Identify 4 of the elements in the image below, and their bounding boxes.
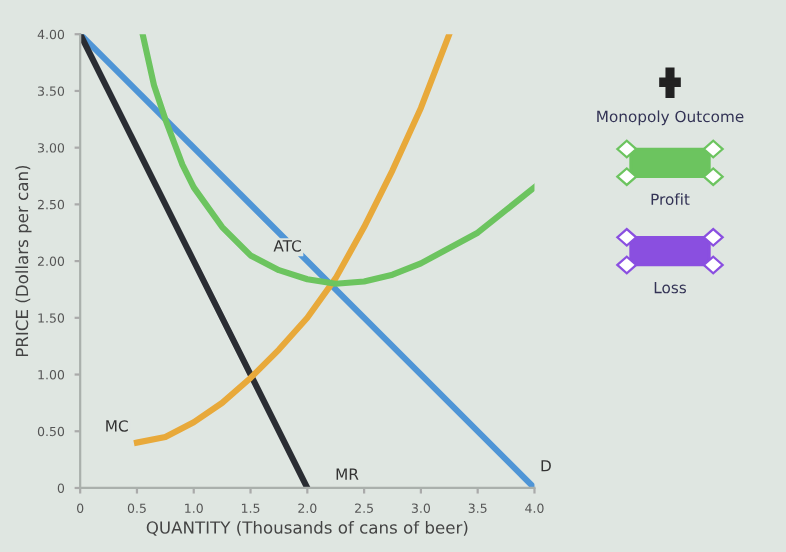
y-axis-title: PRICE (Dollars per can) bbox=[15, 165, 32, 357]
line-series bbox=[139, 34, 535, 287]
x-axis-title: QUANTITY (Thousands of cans of beer) bbox=[146, 520, 468, 536]
line-series bbox=[133, 34, 453, 446]
